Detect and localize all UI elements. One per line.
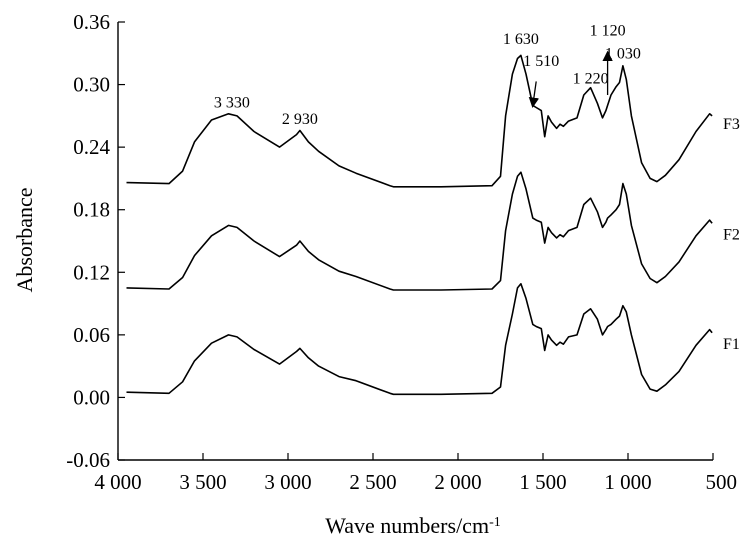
x-tick-label: 3 500 bbox=[179, 470, 226, 494]
annotations: F1 F2 F3 3 330 2 930 1 630 1 510 1 220 1 120 1 03… bbox=[214, 23, 740, 354]
x-axis-title-sup: -1 bbox=[489, 515, 501, 530]
y-tick-label: 0.12 bbox=[73, 260, 110, 284]
y-tick-label: 0.00 bbox=[73, 385, 110, 409]
x-tick-label: 500 bbox=[706, 470, 738, 494]
series-layer bbox=[126, 54, 713, 396]
peak-label: 1 030 bbox=[605, 46, 641, 63]
y-tick-label: 0.36 bbox=[73, 10, 110, 34]
series-line-f3 bbox=[126, 54, 713, 188]
series-label-f1: F1 bbox=[723, 336, 740, 353]
x-tick-label: 3 000 bbox=[264, 470, 311, 494]
y-tick-label: -0.06 bbox=[66, 448, 110, 472]
y-tick-label: 0.18 bbox=[73, 198, 110, 222]
x-tick-label: 1 500 bbox=[519, 470, 566, 494]
y-axis-title: Absorbance bbox=[12, 187, 37, 292]
x-tick-label: 2 000 bbox=[434, 470, 481, 494]
peak-label: 3 330 bbox=[214, 95, 250, 112]
y-tick-label: 0.24 bbox=[73, 135, 110, 159]
series-label-f3: F3 bbox=[723, 116, 740, 133]
series-line-f1 bbox=[126, 283, 713, 396]
x-axis-title: Wave numbers/cm-1 bbox=[325, 513, 500, 538]
x-axis-title-main: Wave numbers/cm bbox=[325, 513, 489, 538]
arrow-1510 bbox=[528, 81, 540, 109]
axes: -0.06 0.00 0.06 0.12 0.18 0.24 0.30 0.36 4 000 3 … bbox=[66, 10, 737, 494]
y-tick-label: 0.06 bbox=[73, 323, 110, 347]
series-line-f2 bbox=[126, 171, 713, 291]
peak-label: 2 930 bbox=[282, 111, 318, 128]
peak-label: 1 120 bbox=[590, 23, 626, 40]
peak-label: 1 220 bbox=[573, 71, 609, 88]
y-tick-label: 0.30 bbox=[73, 73, 110, 97]
peak-label: 1 510 bbox=[523, 53, 559, 70]
series-label-f2: F2 bbox=[723, 227, 740, 244]
x-tick-label: 2 500 bbox=[349, 470, 396, 494]
peak-label: 1 630 bbox=[503, 31, 539, 48]
x-tick-label: 1 000 bbox=[604, 470, 651, 494]
x-tick-label: 4 000 bbox=[94, 470, 141, 494]
